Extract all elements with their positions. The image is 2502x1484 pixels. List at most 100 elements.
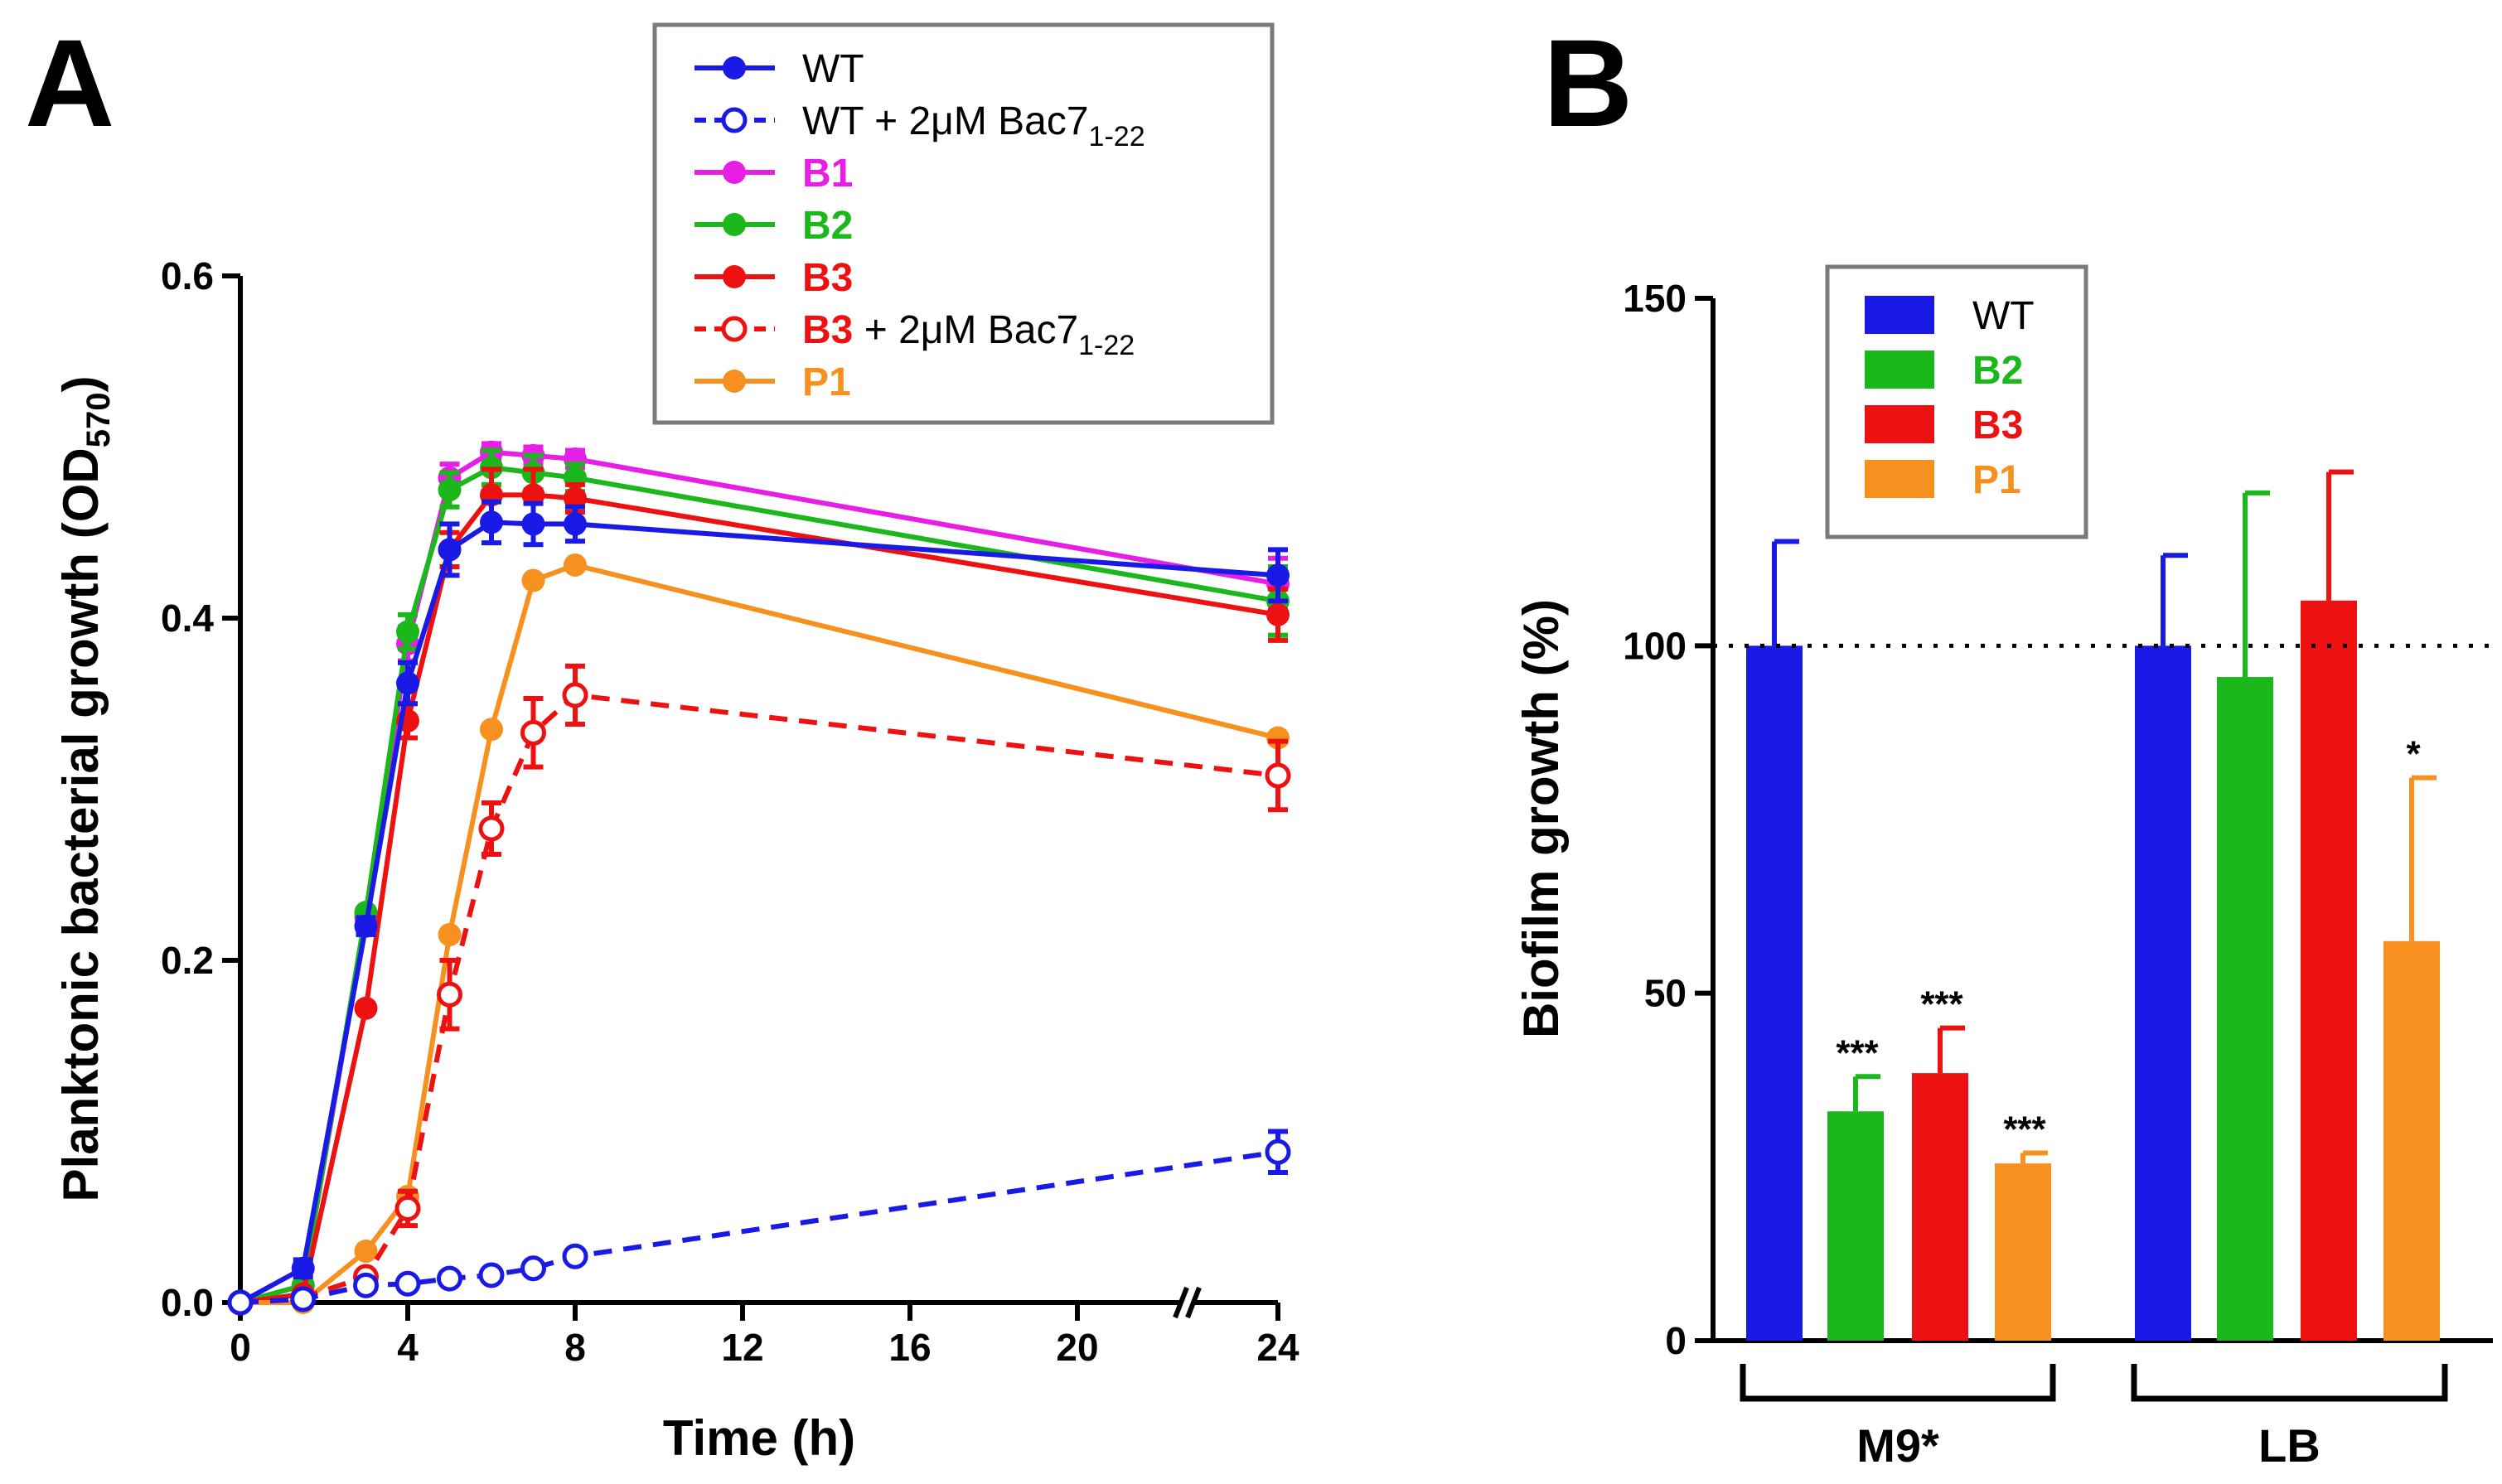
b-bar	[2301, 600, 2357, 1341]
a-legend-subscript: 1-22	[1089, 121, 1145, 152]
a-legend-name: B3	[802, 256, 853, 300]
b-y-tick-label: 50	[1644, 972, 1687, 1015]
a-data-point	[396, 620, 419, 644]
a-legend-entry-4: B3	[694, 256, 853, 300]
panel-a-axes	[238, 276, 1278, 1319]
b-bar	[1995, 1163, 2051, 1341]
a-data-point-open	[353, 1272, 379, 1298]
a-legend-entry-3: B2	[694, 204, 853, 248]
a-series-line	[239, 520, 1279, 1305]
b-legend-label: B2	[1972, 349, 2023, 393]
a-legend-marker	[723, 161, 746, 184]
b-y-tick-label: 0	[1665, 1319, 1687, 1362]
b-bar	[2383, 940, 2440, 1341]
a-x-tick-label: 16	[888, 1326, 931, 1369]
a-y-tick-label: 0.2	[161, 939, 214, 982]
b-legend-label: P1	[1972, 458, 2021, 502]
b-legend-label: B3	[1972, 404, 2023, 447]
b-group-bracket	[1740, 1364, 2056, 1402]
a-data-point	[564, 486, 587, 510]
a-data-point-open	[1265, 1138, 1291, 1165]
a-y-axis-label-end: )	[53, 376, 109, 393]
a-data-point-open	[290, 1286, 317, 1312]
a-legend-marker	[723, 370, 746, 393]
b-significance: ***	[2003, 1109, 2046, 1150]
a-y-axis-label-sub: 570	[80, 393, 117, 448]
b-bar-M9*-P1: ***	[1995, 1109, 2051, 1341]
a-data-point-open	[437, 1265, 462, 1292]
panel-a-ticks: 0.0 0.2 0.4 0.6 0 4 8 12 16 20 24	[161, 254, 1299, 1369]
a-legend-marker-open	[721, 316, 748, 342]
b-bar-LB-WT	[2135, 553, 2191, 1341]
a-series-6	[227, 1129, 1291, 1316]
a-data-point	[438, 478, 462, 502]
a-data-point-open	[520, 1255, 546, 1282]
a-x-axis-break-1	[1173, 1286, 1189, 1319]
a-y-axis-label-main: Planktonic bacterial growth (OD	[53, 447, 109, 1201]
a-data-point-open	[478, 1262, 505, 1288]
b-group-bracket	[2131, 1364, 2448, 1402]
b-bar	[1746, 645, 1803, 1341]
a-legend-label: B3 + 2μM Bac71-22	[802, 308, 1135, 361]
a-data-point	[396, 671, 419, 695]
a-y-tick-label: 0.0	[161, 1281, 214, 1324]
b-bar-LB-P1: *	[2383, 734, 2440, 1341]
b-legend-entry-B2: B2	[1865, 349, 2023, 393]
a-data-point	[564, 553, 587, 577]
a-series-line	[240, 465, 1279, 1305]
a-x-tick-label: 20	[1056, 1326, 1098, 1369]
a-legend-entry-1: WT + 2μM Bac71-22	[694, 99, 1145, 152]
b-y-tick-label: 150	[1623, 277, 1687, 320]
a-data-point-open	[478, 815, 505, 842]
b-significance: *	[2406, 734, 2421, 775]
a-legend-label: B1	[802, 152, 853, 196]
a-y-tick-label: 0.6	[161, 254, 214, 297]
a-data-point	[354, 1240, 378, 1264]
a-data-point	[1266, 602, 1290, 626]
a-data-point	[354, 996, 378, 1020]
a-legend-label: WT	[802, 47, 864, 91]
b-significance: ***	[1920, 984, 1963, 1025]
a-data-point-open	[394, 1195, 421, 1221]
b-y-axis-label: Biofilm growth (%)	[1513, 599, 1569, 1038]
a-legend-entry-5: B3 + 2μM Bac71-22	[694, 308, 1135, 361]
a-legend-marker	[723, 213, 746, 236]
panel-b-groups: M9* LB	[1740, 1364, 2448, 1472]
a-legend-marker	[723, 265, 746, 288]
a-data-point-open	[227, 1289, 254, 1316]
a-data-point-open	[562, 1243, 588, 1269]
b-bar	[1827, 1111, 1884, 1341]
a-legend-label: WT + 2μM Bac71-22	[802, 99, 1145, 152]
b-bar-M9*-B2: ***	[1827, 1032, 1884, 1341]
panel-label-b: B	[1543, 13, 1633, 152]
b-bar-M9*-B3: ***	[1912, 984, 1968, 1341]
a-legend-entry-2: B1	[694, 152, 853, 196]
a-data-point	[564, 512, 587, 536]
a-data-point-open	[394, 1270, 421, 1297]
a-data-point	[354, 914, 378, 938]
a-data-point	[438, 538, 462, 562]
a-legend-subscript: 1-22	[1078, 330, 1135, 361]
a-legend-entry-0: WT	[694, 47, 864, 91]
b-y-tick-label: 100	[1623, 624, 1687, 667]
a-data-point	[1266, 563, 1290, 587]
a-legend-name: B2	[802, 204, 853, 248]
a-legend-suffix: + 2μM Bac7	[853, 308, 1078, 352]
a-series-line	[240, 492, 1279, 1305]
a-legend-name: B3	[802, 308, 853, 352]
b-significance: ***	[1836, 1032, 1879, 1073]
a-data-point-open	[520, 719, 546, 746]
a-x-tick-label: 4	[397, 1326, 419, 1369]
b-group-label: M9*	[1856, 1419, 1939, 1472]
a-data-point-open	[437, 981, 462, 1008]
b-legend-swatch	[1865, 296, 1934, 334]
b-bar-LB-B3	[2301, 469, 2357, 1341]
a-legend-name: WT	[802, 99, 864, 143]
b-bar-LB-B2	[2217, 490, 2273, 1341]
a-data-point	[521, 483, 545, 507]
b-legend-entry-B3: B3	[1865, 404, 2023, 447]
a-series-line	[240, 449, 1279, 1305]
b-bar	[2217, 677, 2273, 1341]
panel-b-ticks: 0 50 100 150	[1623, 277, 1713, 1362]
